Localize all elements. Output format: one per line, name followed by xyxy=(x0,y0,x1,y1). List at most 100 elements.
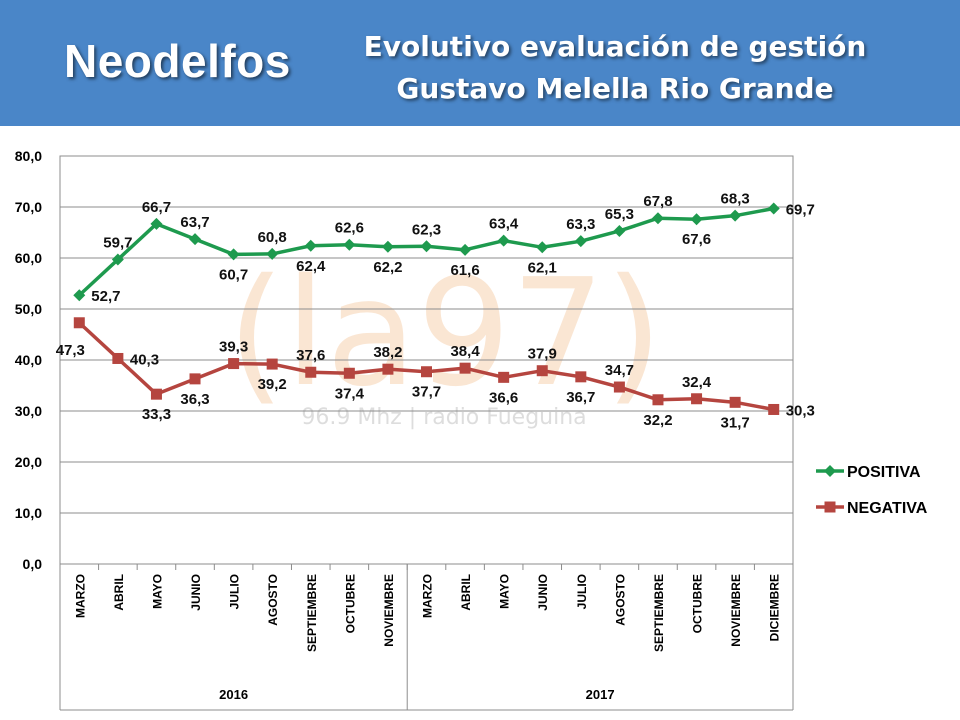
x-tick-label: JULIO xyxy=(228,574,242,609)
y-tick-label: 10,0 xyxy=(15,505,42,521)
data-label: 39,2 xyxy=(258,376,287,393)
data-label: 67,6 xyxy=(682,231,711,248)
data-label: 33,3 xyxy=(142,406,171,423)
data-label: 66,7 xyxy=(142,199,171,216)
data-label: 38,4 xyxy=(450,343,480,360)
data-point xyxy=(767,202,780,215)
grid xyxy=(59,155,794,565)
data-point xyxy=(266,358,278,370)
data-label: 61,6 xyxy=(450,262,479,279)
y-tick-label: 0,0 xyxy=(23,556,43,572)
data-point xyxy=(421,366,432,378)
data-label: 32,4 xyxy=(682,374,712,391)
legend-label: POSITIVA xyxy=(847,464,921,481)
y-tick-label: 70,0 xyxy=(15,199,42,215)
data-point xyxy=(343,238,356,251)
data-point xyxy=(690,213,703,226)
data-point xyxy=(150,217,163,230)
data-label: 37,7 xyxy=(412,384,441,401)
data-point xyxy=(651,212,664,225)
data-point xyxy=(497,234,510,247)
data-point xyxy=(305,366,317,378)
legend: POSITIVA NEGATIVA xyxy=(816,464,928,517)
data-label: 63,7 xyxy=(180,214,209,231)
y-tick-label: 60,0 xyxy=(15,250,42,266)
data-point xyxy=(227,248,240,261)
data-point xyxy=(575,371,587,383)
data-point xyxy=(536,241,549,254)
data-label: 36,3 xyxy=(180,391,209,408)
data-point xyxy=(189,233,202,246)
data-point xyxy=(189,373,201,385)
data-label: 39,3 xyxy=(219,339,248,356)
data-label: 68,3 xyxy=(721,191,750,208)
data-point xyxy=(536,365,548,377)
x-tick-label: DICIEMBRE xyxy=(768,574,782,641)
data-labels: 52,7 59,7 66,7 63,7 60,7 60,8 62,4 62,6 62,2 62,3… xyxy=(56,191,815,432)
data-point xyxy=(729,209,742,222)
data-point xyxy=(459,362,471,374)
data-label: 32,2 xyxy=(643,412,672,429)
x-tick-label: AGOSTO xyxy=(613,574,627,626)
x-tick-label: MARZO xyxy=(421,574,435,618)
legend-label: NEGATIVA xyxy=(847,500,928,517)
x-tick-label: SEPTIEMBRE xyxy=(305,574,319,652)
data-label: 63,4 xyxy=(489,216,519,233)
y-axis: 0,0 10,0 20,0 30,0 40,0 50,0 60,0 70,0 80,0 xyxy=(15,148,42,572)
data-label: 36,6 xyxy=(489,389,518,406)
data-label: 59,7 xyxy=(103,235,132,252)
y-tick-label: 50,0 xyxy=(15,301,42,317)
watermark-text: 96.9 Mhz | radio Fueguina xyxy=(301,405,586,430)
brand-name: Neodelfos xyxy=(64,35,291,87)
watermark: (la97) 96.9 Mhz | radio Fueguina xyxy=(227,247,663,430)
x-tick-label: MARZO xyxy=(73,574,87,618)
data-label: 60,8 xyxy=(258,229,287,246)
data-label: 63,3 xyxy=(566,216,595,233)
data-point xyxy=(150,388,162,400)
title-line-1: Evolutivo evaluación de gestión xyxy=(363,30,867,63)
data-label: 62,3 xyxy=(412,221,441,238)
data-point xyxy=(228,358,240,370)
data-label: 37,6 xyxy=(296,347,325,364)
data-point xyxy=(574,235,587,248)
data-point xyxy=(111,253,124,266)
y-tick-label: 20,0 xyxy=(15,454,42,470)
data-label: 62,2 xyxy=(373,259,402,276)
series-lines xyxy=(73,202,780,415)
data-label: 30,3 xyxy=(786,402,815,419)
data-label: 62,6 xyxy=(335,220,364,237)
data-point xyxy=(381,240,394,253)
year-label: 2016 xyxy=(219,687,248,702)
data-point xyxy=(652,394,664,406)
data-label: 37,4 xyxy=(335,385,365,402)
x-tick-label: ABRIL xyxy=(459,574,473,611)
data-point xyxy=(112,352,124,364)
x-tick-label: SEPTIEMBRE xyxy=(652,574,666,652)
data-label: 37,9 xyxy=(528,346,557,363)
x-tick-label: AGOSTO xyxy=(266,574,280,626)
x-tick-label: JUNIO xyxy=(189,574,203,611)
data-label: 31,7 xyxy=(721,414,750,431)
data-point xyxy=(420,240,433,253)
data-label: 47,3 xyxy=(56,342,85,359)
data-point xyxy=(613,224,626,237)
data-point xyxy=(768,403,780,415)
x-tick-label: NOVIEMBRE xyxy=(382,574,396,647)
watermark-logo: (la97) xyxy=(227,247,663,419)
y-tick-label: 40,0 xyxy=(15,352,42,368)
legend-marker xyxy=(824,465,836,477)
y-tick-label: 30,0 xyxy=(15,403,42,419)
title-line-2: Gustavo Melella Rio Grande xyxy=(396,72,834,105)
x-tick-label: OCTUBRE xyxy=(343,574,357,633)
data-label: 67,8 xyxy=(643,193,672,210)
data-point xyxy=(266,247,279,260)
year-label: 2017 xyxy=(586,687,615,702)
y-tick-label: 80,0 xyxy=(15,148,42,164)
x-tick-label: JUNIO xyxy=(536,574,550,611)
x-tick-label: JULIO xyxy=(575,574,589,609)
data-point xyxy=(691,393,703,405)
data-label: 36,7 xyxy=(566,389,595,406)
data-point xyxy=(459,243,472,256)
data-point xyxy=(498,371,510,383)
data-label: 38,2 xyxy=(373,344,402,361)
